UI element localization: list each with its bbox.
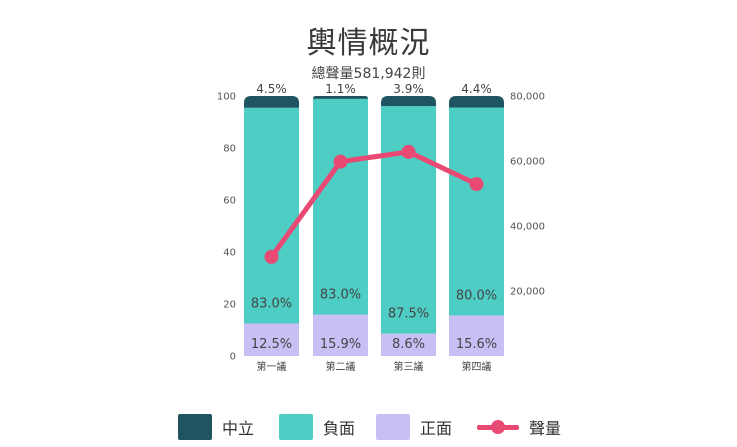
x-category-label: 第二議 bbox=[326, 360, 356, 373]
bar-neutral bbox=[313, 96, 368, 99]
x-category-label: 第一議 bbox=[257, 360, 287, 373]
bar-negative bbox=[313, 98, 368, 315]
legend-swatch-volume bbox=[477, 414, 519, 440]
legend-item-positive: 正面 bbox=[376, 410, 452, 444]
bar-positive bbox=[381, 333, 436, 356]
data-label-neutral: 4.4% bbox=[461, 82, 492, 96]
legend-item-negative: 負面 bbox=[279, 410, 355, 444]
bar-neutral bbox=[449, 96, 504, 108]
chart-subtitle: 總聲量581,942則 bbox=[311, 66, 426, 82]
chart-title: 輿情概況 bbox=[306, 26, 431, 61]
y-right-tick-label: 40,000 bbox=[510, 222, 545, 233]
data-label-positive: 15.9% bbox=[320, 337, 361, 352]
volume-point bbox=[469, 177, 484, 192]
bar-positive bbox=[313, 314, 368, 356]
y-left-tick-label: 100 bbox=[217, 92, 236, 103]
legend-label-negative: 負面 bbox=[323, 419, 356, 438]
y-left-tick-label: 40 bbox=[223, 248, 236, 259]
y-right-tick-label: 60,000 bbox=[510, 157, 545, 168]
legend-swatch-positive bbox=[376, 414, 410, 440]
legend-label-positive: 正面 bbox=[420, 419, 453, 438]
data-label-positive: 8.6% bbox=[392, 337, 425, 352]
legend: 中立 負面 正面 聲量 bbox=[0, 410, 737, 444]
legend-swatch-neutral bbox=[178, 414, 212, 440]
legend-label-volume: 聲量 bbox=[529, 419, 562, 438]
y-left-tick-label: 80 bbox=[223, 144, 236, 155]
y-left-tick-label: 0 bbox=[230, 352, 236, 363]
data-label-neutral: 1.1% bbox=[325, 82, 356, 96]
y-left-tick-label: 20 bbox=[223, 300, 236, 311]
data-label-negative: 80.0% bbox=[456, 288, 497, 303]
volume-point bbox=[333, 154, 348, 169]
data-label-neutral: 4.5% bbox=[256, 82, 287, 96]
volume-point bbox=[264, 249, 279, 264]
data-label-positive: 12.5% bbox=[251, 337, 292, 352]
data-label-positive: 15.6% bbox=[456, 337, 497, 352]
x-category-label: 第四議 bbox=[462, 360, 492, 373]
legend-label-neutral: 中立 bbox=[222, 419, 255, 438]
bar-neutral bbox=[381, 96, 436, 107]
legend-item-neutral: 中立 bbox=[178, 410, 254, 444]
volume-line bbox=[269, 149, 479, 260]
stacked-bar-line-chart: 0 20 40 60 80 100 20,000 40,000 60,000 80,000 12.5… bbox=[217, 82, 545, 373]
bar-negative bbox=[244, 107, 299, 324]
data-label-negative: 87.5% bbox=[388, 307, 429, 322]
volume-point bbox=[401, 144, 416, 159]
data-label-negative: 83.0% bbox=[320, 288, 361, 303]
bar-negative bbox=[381, 106, 436, 334]
y-right-tick-label: 20,000 bbox=[510, 287, 545, 298]
bar-positive bbox=[244, 323, 299, 356]
data-label-neutral: 3.9% bbox=[393, 82, 424, 96]
legend-swatch-negative bbox=[279, 414, 313, 440]
data-label-negative: 83.0% bbox=[251, 297, 292, 312]
legend-item-volume: 聲量 bbox=[477, 410, 561, 444]
bar-neutral bbox=[244, 96, 299, 108]
bar-positive bbox=[449, 315, 504, 356]
y-right-tick-label: 80,000 bbox=[510, 92, 545, 103]
x-category-label: 第三議 bbox=[394, 360, 424, 373]
bar-negative bbox=[449, 107, 504, 316]
y-left-tick-label: 60 bbox=[223, 196, 236, 207]
